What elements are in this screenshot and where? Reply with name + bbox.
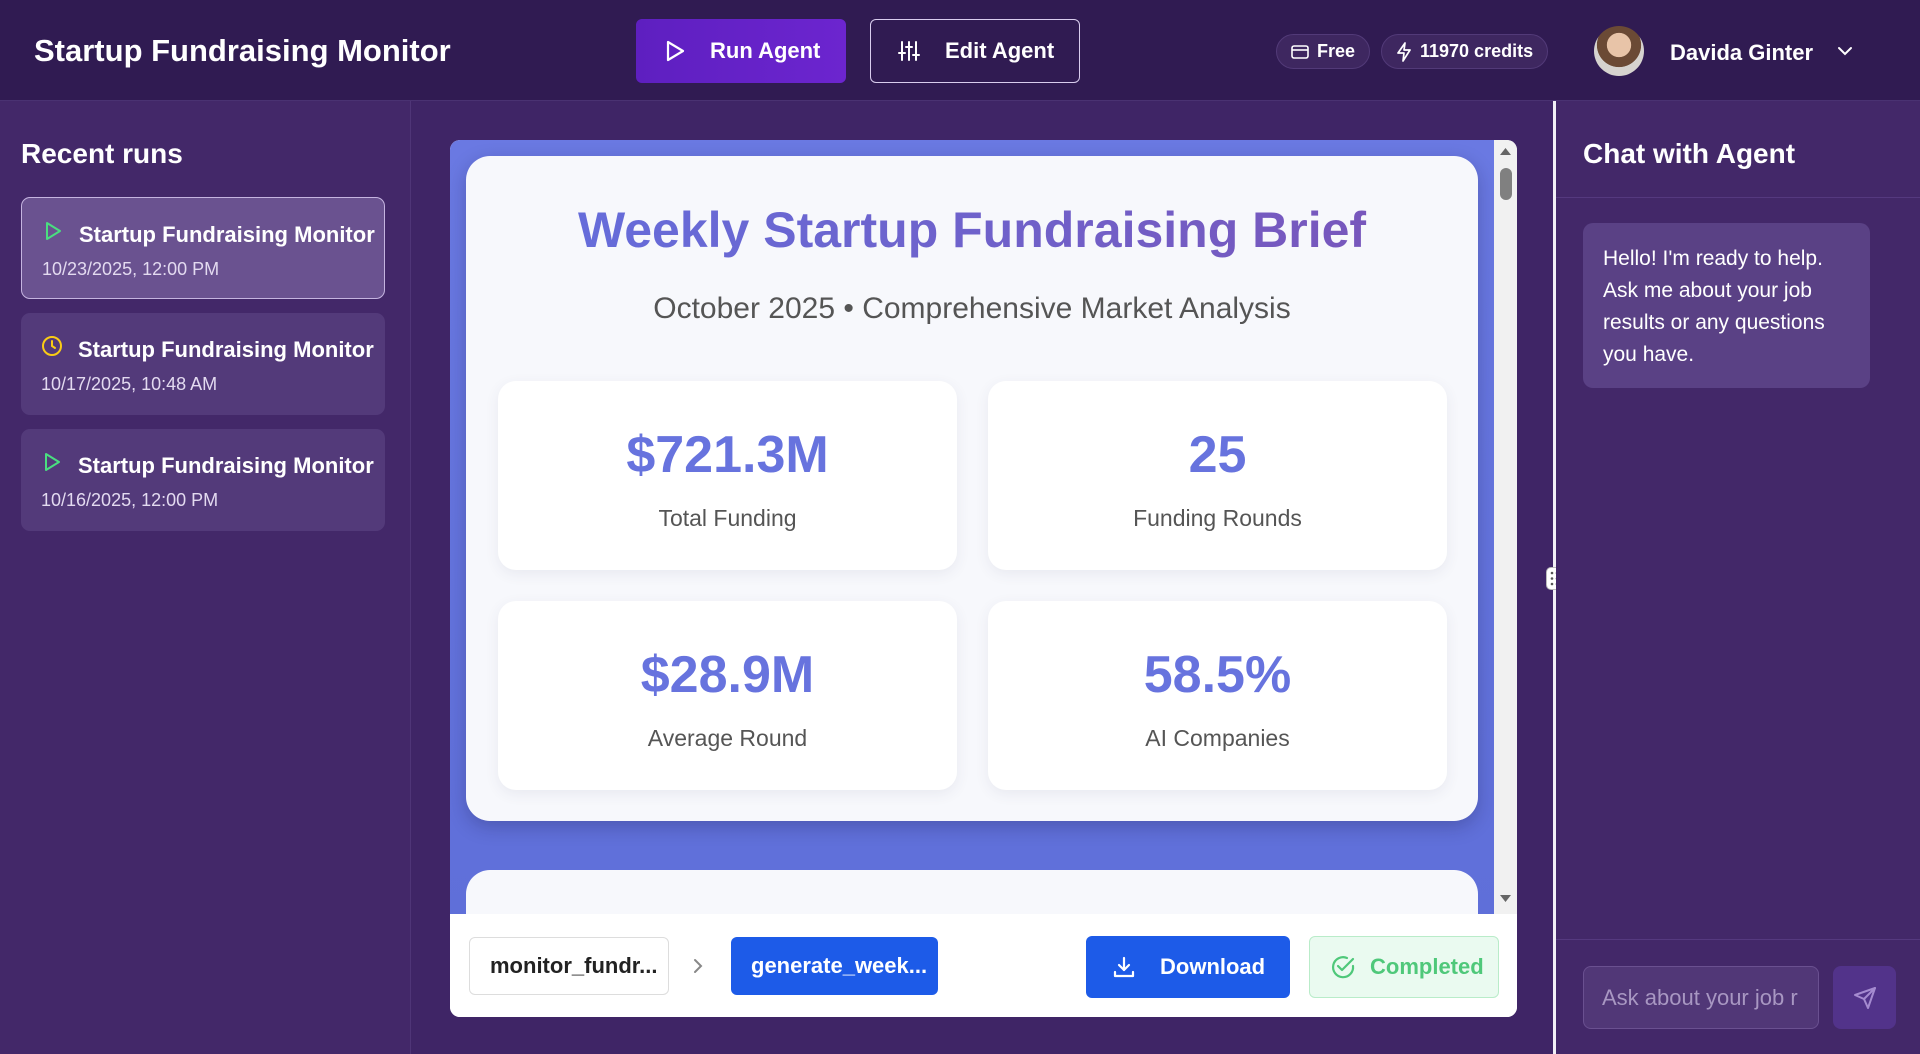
stat-card-funding-rounds: 25 Funding Rounds <box>988 381 1447 570</box>
report-scrollbar[interactable] <box>1494 140 1517 914</box>
edit-agent-label: Edit Agent <box>945 38 1055 63</box>
user-name[interactable]: Davida Ginter <box>1670 40 1814 65</box>
scroll-down-arrow-icon[interactable] <box>1499 894 1512 904</box>
step-monitor-fundraising[interactable]: monitor_fundr... <box>469 937 669 995</box>
chevron-right-icon <box>694 959 703 973</box>
chat-title: Chat with Agent <box>1583 138 1796 169</box>
chat-input[interactable] <box>1583 966 1819 1029</box>
send-button[interactable] <box>1833 966 1896 1029</box>
plan-badge[interactable]: Free <box>1276 34 1371 69</box>
step-generate-weekly[interactable]: generate_week... <box>731 937 938 995</box>
stat-label: Average Round <box>647 725 808 751</box>
stat-value: $28.9M <box>640 646 815 704</box>
run-name: Startup Fundraising Monitor <box>78 453 374 478</box>
run-item[interactable]: Startup Fundraising Monitor 10/23/2025, … <box>21 197 385 299</box>
run-agent-label: Run Agent <box>710 38 821 63</box>
play-icon <box>46 222 61 240</box>
credit-card-icon <box>1291 44 1309 59</box>
chat-panel: Chat with Agent Hello! I'm ready to help… <box>1556 101 1920 1054</box>
stat-label: AI Companies <box>1145 725 1290 751</box>
run-name: Startup Fundraising Monitor <box>79 222 375 247</box>
download-label: Download <box>1160 954 1266 979</box>
credits-badge[interactable]: 11970 credits <box>1381 34 1549 69</box>
chevron-down-icon[interactable] <box>1836 42 1854 60</box>
download-icon <box>1113 956 1135 978</box>
user-avatar[interactable] <box>1594 26 1644 76</box>
stat-card-ai-companies: 58.5% AI Companies <box>988 601 1447 790</box>
stat-label: Total Funding <box>658 505 797 531</box>
recent-runs-sidebar: Recent runs Startup Fundraising Monitor … <box>0 101 411 1054</box>
stat-value: 25 <box>1188 426 1247 484</box>
run-date: 10/16/2025, 12:00 PM <box>41 490 219 510</box>
credits-label: 11970 credits <box>1420 41 1534 61</box>
agent-message-bubble: Hello! I'm ready to help. Ask me about y… <box>1583 223 1870 388</box>
report-preview[interactable]: Weekly Startup Fundraising Brief October… <box>450 140 1494 914</box>
app-title: Startup Fundraising Monitor <box>34 33 451 68</box>
stat-card-total-funding: $721.3M Total Funding <box>498 381 957 570</box>
run-item[interactable]: Startup Fundraising Monitor 10/17/2025, … <box>21 313 385 415</box>
result-footer-bar: monitor_fundr... generate_week... Downlo… <box>450 914 1517 1017</box>
status-label: Completed <box>1370 954 1484 979</box>
scrollbar-thumb[interactable] <box>1500 168 1512 200</box>
chat-header-divider <box>1556 197 1920 198</box>
lightning-icon <box>1397 41 1411 62</box>
plan-label: Free <box>1317 41 1356 61</box>
report-subtitle: October 2025 • Comprehensive Market Anal… <box>653 292 1291 325</box>
run-date: 10/17/2025, 10:48 AM <box>41 374 218 394</box>
result-viewer: Weekly Startup Fundraising Brief October… <box>450 140 1517 1017</box>
run-date: 10/23/2025, 12:00 PM <box>42 259 220 279</box>
run-name: Startup Fundraising Monitor <box>78 337 374 362</box>
run-agent-button[interactable]: Run Agent <box>636 19 846 83</box>
scroll-up-arrow-icon[interactable] <box>1499 146 1512 156</box>
top-header: Startup Fundraising Monitor Run Agent Ed… <box>0 0 1920 101</box>
check-circle-icon <box>1332 956 1355 979</box>
play-icon <box>666 40 685 62</box>
send-icon <box>1853 986 1876 1009</box>
report-summary-card: Weekly Startup Fundraising Brief October… <box>466 156 1478 821</box>
report-next-section <box>466 870 1478 914</box>
edit-agent-button[interactable]: Edit Agent <box>870 19 1080 83</box>
report-title: Weekly Startup Fundraising Brief <box>466 201 1478 259</box>
status-badge: Completed <box>1309 936 1499 998</box>
play-icon <box>45 453 60 471</box>
run-item[interactable]: Startup Fundraising Monitor 10/16/2025, … <box>21 429 385 531</box>
stat-card-average-round: $28.9M Average Round <box>498 601 957 790</box>
stat-label: Funding Rounds <box>1133 505 1302 531</box>
download-button[interactable]: Download <box>1086 936 1290 998</box>
chat-input-divider <box>1556 939 1920 940</box>
clock-icon <box>42 336 62 356</box>
stat-value: 58.5% <box>1143 646 1292 704</box>
recent-runs-title: Recent runs <box>21 138 183 169</box>
stat-value: $721.3M <box>626 426 829 484</box>
sliders-icon <box>898 41 920 61</box>
